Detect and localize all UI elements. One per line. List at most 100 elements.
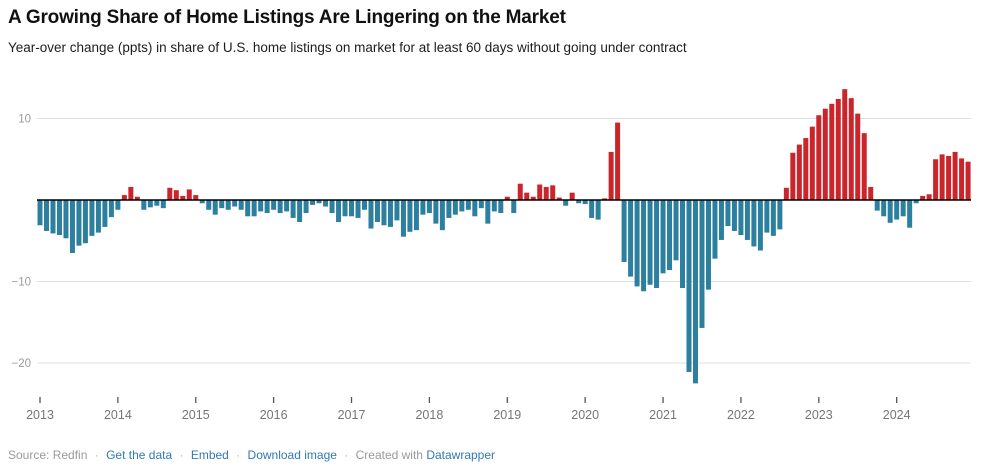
bar-2019-05[interactable] [530, 196, 536, 200]
bar-2014-09[interactable] [167, 187, 173, 201]
bar-2013-10[interactable] [95, 200, 101, 233]
bar-2017-02[interactable] [355, 200, 361, 218]
bar-2013-01[interactable] [37, 200, 43, 226]
bar-2017-10[interactable] [407, 200, 413, 232]
bar-2020-03[interactable] [595, 200, 601, 220]
bar-2021-07[interactable] [699, 200, 705, 328]
bar-2024-07[interactable] [933, 159, 939, 200]
bar-2022-01[interactable] [738, 200, 744, 236]
bar-2018-07[interactable] [465, 200, 471, 210]
bar-2020-10[interactable] [641, 200, 647, 292]
bar-2023-12[interactable] [887, 200, 893, 223]
bar-2018-11[interactable] [491, 200, 497, 212]
get-the-data-link[interactable]: Get the data [106, 448, 173, 462]
bar-2019-10[interactable] [563, 200, 569, 206]
embed-link[interactable]: Embed [190, 448, 229, 462]
bar-2018-04[interactable] [446, 200, 452, 218]
bar-2013-04[interactable] [56, 200, 62, 236]
bar-2021-08[interactable] [705, 200, 711, 290]
bar-2023-11[interactable] [881, 200, 887, 217]
bar-2023-10[interactable] [874, 200, 880, 211]
bar-2020-09[interactable] [634, 200, 640, 287]
bar-2020-04[interactable] [602, 198, 608, 200]
bar-2014-04[interactable] [134, 196, 140, 200]
bar-2015-09[interactable] [245, 200, 251, 217]
bar-2013-09[interactable] [89, 200, 95, 236]
bar-2016-02[interactable] [277, 200, 283, 214]
bar-2019-07[interactable] [543, 186, 549, 200]
bar-2014-03[interactable] [128, 186, 134, 200]
bar-2015-05[interactable] [219, 200, 225, 209]
bar-2016-11[interactable] [336, 200, 342, 223]
bar-2020-06[interactable] [615, 122, 621, 200]
bar-2023-06[interactable] [848, 98, 854, 201]
bar-2019-11[interactable] [569, 192, 575, 200]
bar-2015-08[interactable] [238, 200, 244, 210]
bar-2018-05[interactable] [452, 200, 458, 215]
datawrapper-link[interactable]: Datawrapper [426, 448, 496, 462]
bar-2016-05[interactable] [297, 200, 303, 223]
bar-2013-08[interactable] [82, 200, 88, 244]
bar-2023-09[interactable] [868, 186, 874, 200]
bar-2020-12[interactable] [654, 200, 660, 289]
bar-2018-03[interactable] [439, 200, 445, 231]
bar-2018-10[interactable] [485, 200, 491, 224]
bar-2018-01[interactable] [426, 200, 432, 214]
bar-2021-10[interactable] [718, 200, 724, 240]
bar-2020-11[interactable] [647, 200, 653, 285]
bar-2015-02[interactable] [199, 200, 205, 204]
bar-2018-02[interactable] [433, 200, 439, 224]
bar-2013-07[interactable] [76, 200, 82, 246]
bar-2021-01[interactable] [660, 200, 666, 274]
bar-2017-09[interactable] [400, 200, 406, 237]
bar-2020-05[interactable] [608, 151, 614, 200]
bar-2017-04[interactable] [368, 200, 374, 229]
bar-2022-02[interactable] [744, 200, 750, 240]
bar-2013-05[interactable] [63, 200, 69, 239]
bar-2016-08[interactable] [316, 200, 322, 204]
bar-2022-11[interactable] [803, 138, 809, 200]
bar-2017-05[interactable] [374, 200, 380, 223]
bar-2024-03[interactable] [907, 200, 913, 228]
bar-2013-11[interactable] [102, 200, 108, 227]
bar-2022-03[interactable] [751, 200, 757, 247]
bar-2022-05[interactable] [764, 200, 770, 233]
bar-2019-12[interactable] [576, 200, 582, 204]
bar-2024-06[interactable] [926, 194, 932, 200]
bar-2019-09[interactable] [556, 197, 562, 200]
bar-2017-03[interactable] [362, 200, 367, 210]
bar-2024-04[interactable] [913, 200, 919, 204]
bar-2015-06[interactable] [225, 200, 231, 210]
bar-2015-03[interactable] [206, 200, 212, 210]
bar-2017-01[interactable] [349, 200, 355, 217]
bar-2019-03[interactable] [517, 183, 523, 200]
bar-2021-11[interactable] [725, 200, 731, 227]
bar-2016-01[interactable] [271, 200, 277, 210]
bar-2022-07[interactable] [777, 200, 783, 230]
bar-2023-01[interactable] [816, 115, 822, 200]
bar-2023-08[interactable] [861, 133, 867, 200]
bar-2024-02[interactable] [900, 200, 906, 217]
bar-2020-02[interactable] [589, 200, 595, 218]
bar-2014-01[interactable] [115, 200, 121, 210]
bar-2013-06[interactable] [69, 200, 75, 253]
bar-2016-12[interactable] [342, 200, 348, 217]
bar-2021-04[interactable] [680, 200, 686, 289]
bar-2014-11[interactable] [180, 195, 186, 201]
bar-2023-03[interactable] [829, 103, 835, 200]
bar-2023-05[interactable] [842, 89, 848, 200]
bar-2024-11[interactable] [959, 158, 965, 200]
bar-2016-07[interactable] [310, 200, 316, 205]
bar-2016-10[interactable] [329, 200, 335, 214]
bar-2014-10[interactable] [173, 190, 179, 200]
bar-2014-08[interactable] [160, 200, 166, 209]
bar-2014-07[interactable] [154, 200, 160, 206]
bar-2021-12[interactable] [731, 200, 737, 231]
bar-2020-07[interactable] [621, 200, 627, 262]
bar-2016-06[interactable] [303, 200, 309, 214]
bar-2015-11[interactable] [258, 200, 264, 212]
bar-2024-09[interactable] [946, 155, 952, 200]
bar-2016-03[interactable] [284, 200, 290, 212]
bar-2013-02[interactable] [43, 200, 49, 231]
bar-2015-12[interactable] [264, 200, 270, 214]
